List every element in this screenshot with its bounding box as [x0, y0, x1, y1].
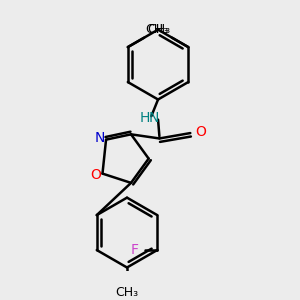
Text: H: H: [140, 111, 150, 125]
Text: F: F: [130, 243, 138, 257]
Text: O: O: [90, 168, 101, 182]
Text: CH₃: CH₃: [146, 23, 169, 36]
Text: CH₃: CH₃: [148, 23, 171, 36]
Text: O: O: [196, 125, 206, 139]
Text: CH₃: CH₃: [116, 286, 139, 299]
Text: N: N: [94, 131, 104, 145]
Text: N: N: [149, 111, 159, 125]
